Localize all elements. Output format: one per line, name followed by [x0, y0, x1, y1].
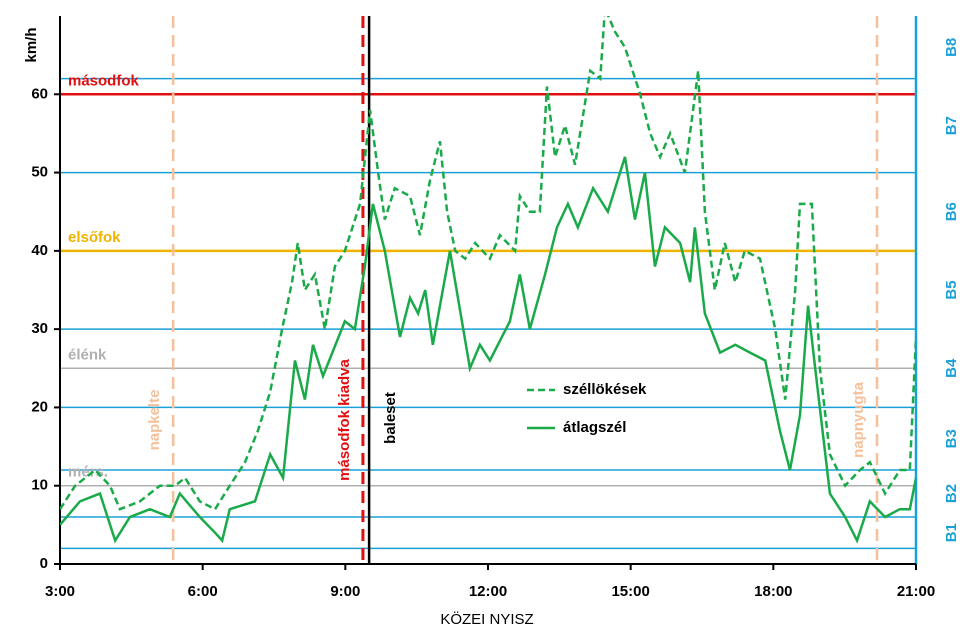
x-tick-label: 12:00 — [469, 583, 507, 600]
reference-label: másodfok — [68, 72, 140, 89]
y-tick-label: 0 — [40, 555, 48, 572]
event-label: napnyugta — [850, 381, 867, 457]
series-line — [60, 156, 916, 544]
x-tick-label: 21:00 — [897, 583, 935, 600]
x-axis-label: KÖZEI NYISZ — [440, 610, 533, 628]
beaufort-label: B2 — [943, 484, 960, 503]
y-tick-label: 10 — [31, 477, 48, 494]
beaufort-label: B8 — [943, 38, 960, 57]
reference-label: élénk — [68, 346, 107, 363]
x-tick-label: 9:00 — [330, 583, 360, 600]
y-tick-label: 60 — [31, 85, 48, 102]
reference-label: mérs. — [68, 464, 108, 481]
reference-label: elsőfok — [68, 229, 121, 246]
x-tick-label: 15:00 — [611, 583, 649, 600]
y-tick-label: 20 — [31, 398, 48, 415]
y-tick-label: 50 — [31, 164, 48, 181]
beaufort-label: B6 — [943, 202, 960, 221]
beaufort-label: B7 — [943, 116, 960, 135]
legend-label: széllökések — [563, 381, 647, 398]
event-label: baleset — [382, 392, 399, 444]
y-axis-label: km/h — [23, 27, 40, 62]
x-tick-label: 3:00 — [45, 583, 75, 600]
beaufort-label: B4 — [943, 358, 960, 378]
legend-label: átlagszél — [563, 419, 626, 436]
x-tick-label: 6:00 — [188, 583, 218, 600]
beaufort-label: B1 — [943, 523, 960, 542]
event-label: napkelte — [146, 390, 163, 451]
y-tick-label: 40 — [31, 242, 48, 259]
series-line — [60, 16, 916, 511]
event-label: másodfok kiadva — [336, 358, 353, 480]
x-tick-label: 18:00 — [754, 583, 792, 600]
plot-area — [60, 16, 916, 544]
y-tick-label: 30 — [31, 320, 48, 337]
beaufort-label: B3 — [943, 429, 960, 448]
beaufort-label: B5 — [943, 280, 960, 299]
